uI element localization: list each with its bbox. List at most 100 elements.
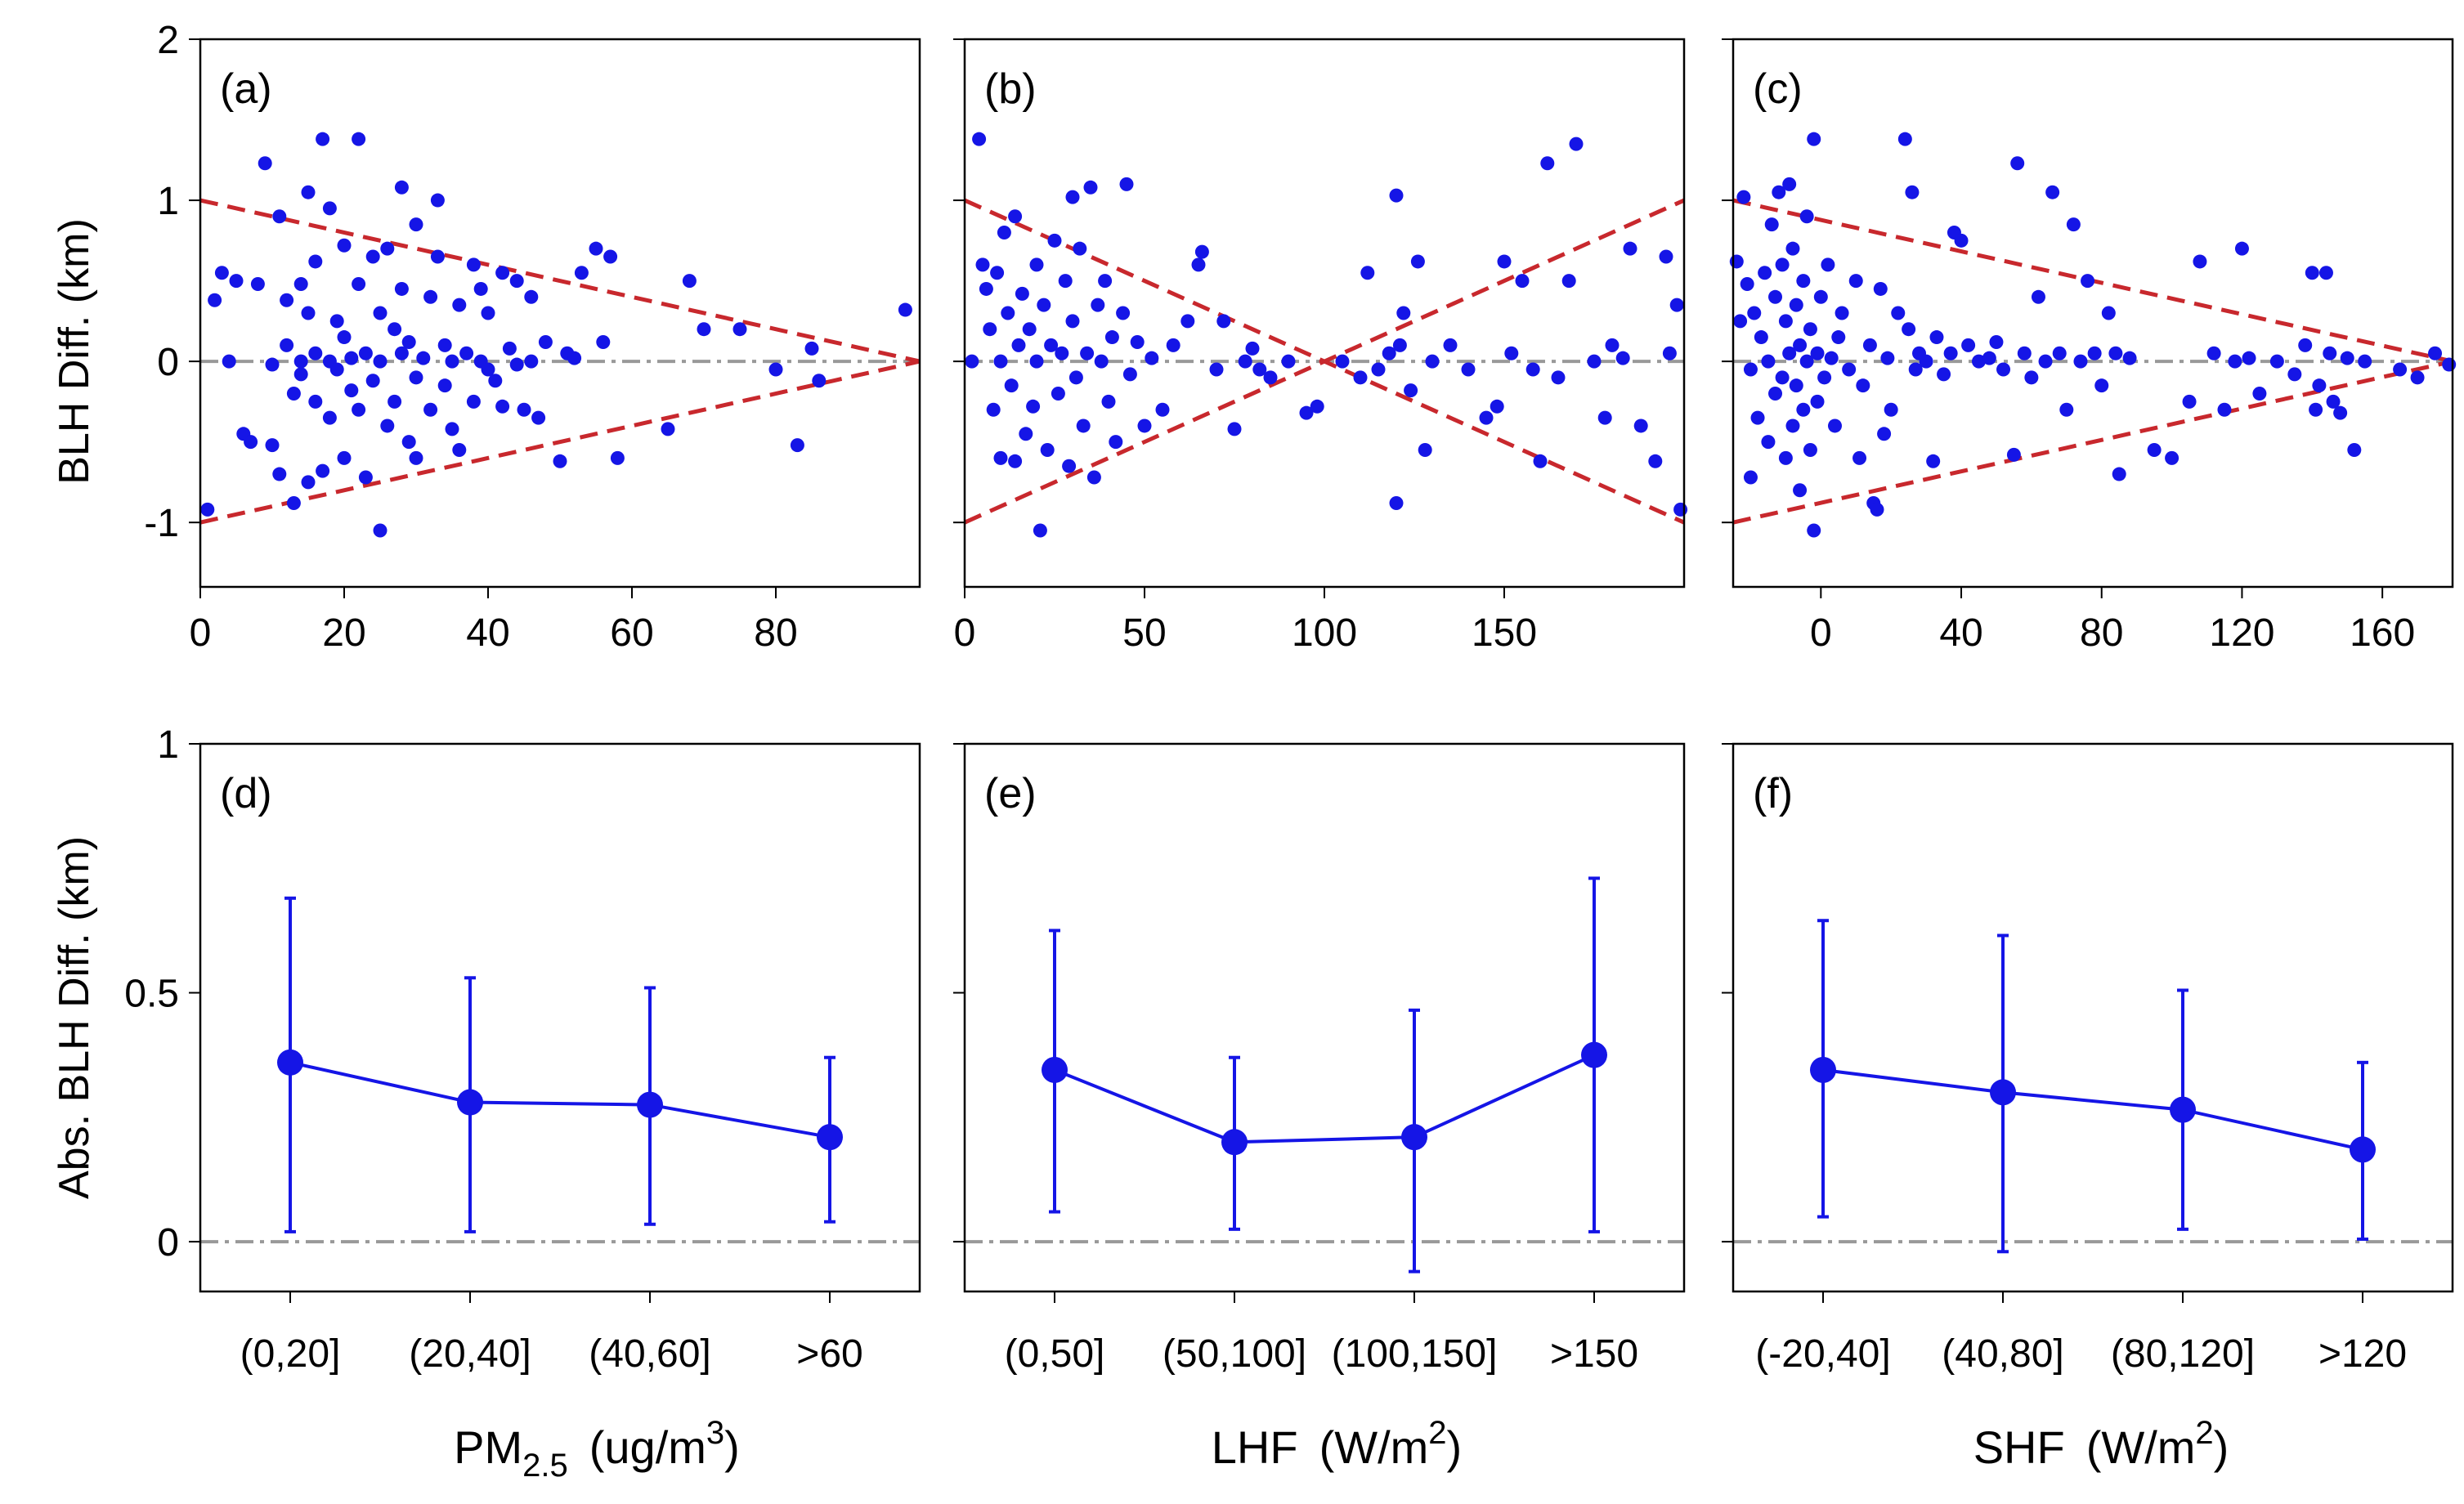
scatter-point: [286, 496, 301, 511]
panel-frame: [1732, 38, 2454, 589]
scatter-point: [1761, 354, 1776, 369]
scatter-point: [1051, 387, 1065, 401]
scatter-point: [567, 351, 582, 365]
scatter-point: [1091, 298, 1105, 312]
scatter-point: [1989, 334, 2004, 349]
scatter-point: [1015, 286, 1029, 301]
scatter-point: [1382, 346, 1396, 360]
scatter-point: [1764, 217, 1779, 232]
scatter-point: [1796, 402, 1811, 417]
scatter-point: [1525, 362, 1540, 377]
scatter-point: [1104, 330, 1119, 345]
panel-f: (-20,40] (40,80] (80,120] >120 (f): [1722, 742, 2454, 1376]
scatter-point: [1019, 427, 1033, 441]
scatter-point: [280, 338, 294, 352]
scatter-point: [517, 402, 531, 417]
scatter-point: [1011, 338, 1026, 352]
scatter-point: [1551, 370, 1566, 385]
scatter-point: [394, 281, 409, 296]
scatter-point: [1817, 370, 1832, 385]
scatter-point: [1778, 314, 1793, 329]
scatter-point: [1227, 422, 1242, 436]
scatter-point: [214, 266, 229, 280]
scatter-point: [1119, 177, 1134, 191]
scatter-point: [2309, 402, 2323, 417]
x-axis-label-pm: PM2.5 (ug/m3): [454, 1415, 740, 1484]
mean-point: [1581, 1041, 1607, 1068]
scatter-point: [1877, 427, 1892, 441]
scatter-point: [2206, 346, 2221, 360]
x-tick-label: 80: [2080, 611, 2123, 655]
x-tick-label: (-20,40]: [1755, 1332, 1890, 1376]
x-tick-label: (50,100]: [1163, 1332, 1306, 1376]
x-tick-label: (100,150]: [1332, 1332, 1498, 1376]
x-tick-label: (80,120]: [2111, 1332, 2255, 1376]
panel-d: 0 0.5 1 (0,20] (20,40] (40,60] >60 (d): [124, 723, 921, 1376]
scatter-point: [286, 387, 301, 401]
scatter-point: [1137, 419, 1152, 433]
scatter-point: [1821, 257, 1835, 272]
y-tick-label: 0: [157, 341, 179, 384]
scatter-point: [1155, 402, 1170, 417]
scatter-point: [373, 354, 388, 369]
scatter-point: [1396, 306, 1411, 320]
scatter-point: [2428, 346, 2443, 360]
scatter-point: [1065, 190, 1080, 204]
scatter-point: [2052, 346, 2067, 360]
scatter-point: [445, 354, 459, 369]
scatter-point: [1740, 277, 1754, 292]
envelope-line: [1732, 359, 2453, 525]
scatter-point: [979, 281, 993, 296]
panel-label: (a): [220, 65, 272, 113]
x-tick-label: 80: [754, 611, 797, 655]
scatter-point: [358, 470, 373, 485]
scatter-point: [1299, 405, 1314, 420]
scatter-point: [1130, 334, 1145, 349]
scatter-point: [2410, 370, 2425, 385]
scatter-point: [1778, 450, 1793, 465]
x-tick-label: 150: [1472, 611, 1537, 655]
mean-point: [637, 1091, 663, 1118]
scatter-point: [2165, 450, 2180, 465]
panel-label: (b): [984, 65, 1037, 113]
scatter-point: [1810, 394, 1825, 409]
scatter-point: [768, 362, 783, 377]
scatter-point: [1733, 314, 1748, 329]
scatter-point: [1026, 399, 1041, 414]
scatter-point: [697, 322, 711, 337]
mean-point: [1401, 1124, 1427, 1151]
scatter-point: [1540, 156, 1555, 171]
y-tick-label: -1: [144, 502, 179, 545]
scatter-point: [380, 419, 395, 433]
scatter-point: [301, 306, 316, 320]
scatter-point: [2031, 289, 2045, 304]
x-tick-label: >120: [2318, 1332, 2407, 1376]
x-tick-label: 50: [1122, 611, 1166, 655]
scatter-point: [1747, 306, 1762, 320]
scatter-point: [365, 249, 380, 264]
scatter-point: [1490, 399, 1504, 414]
x-tick-label: 160: [2350, 611, 2415, 655]
scatter-point: [1058, 274, 1073, 289]
scatter-point: [2006, 447, 2021, 462]
scatter-point: [596, 334, 611, 349]
scatter-point: [1033, 523, 1047, 538]
scatter-point: [1943, 346, 1958, 360]
panel-label: (d): [220, 770, 272, 817]
scatter-point: [2326, 394, 2341, 409]
scatter-point: [1926, 454, 1941, 468]
scatter-point: [272, 209, 287, 224]
scatter-point: [1768, 387, 1783, 401]
scatter-point: [473, 281, 488, 296]
scatter-point: [308, 346, 323, 360]
scatter-point: [1094, 354, 1109, 369]
scatter-point: [1029, 257, 1044, 272]
scatter-point: [272, 467, 287, 481]
scatter-point: [1782, 177, 1797, 191]
x-tick-label: (0,50]: [1005, 1332, 1105, 1376]
scatter-point: [388, 322, 402, 337]
scatter-point: [1425, 354, 1440, 369]
scatter-point: [2318, 266, 2333, 280]
scatter-point: [1633, 419, 1648, 433]
